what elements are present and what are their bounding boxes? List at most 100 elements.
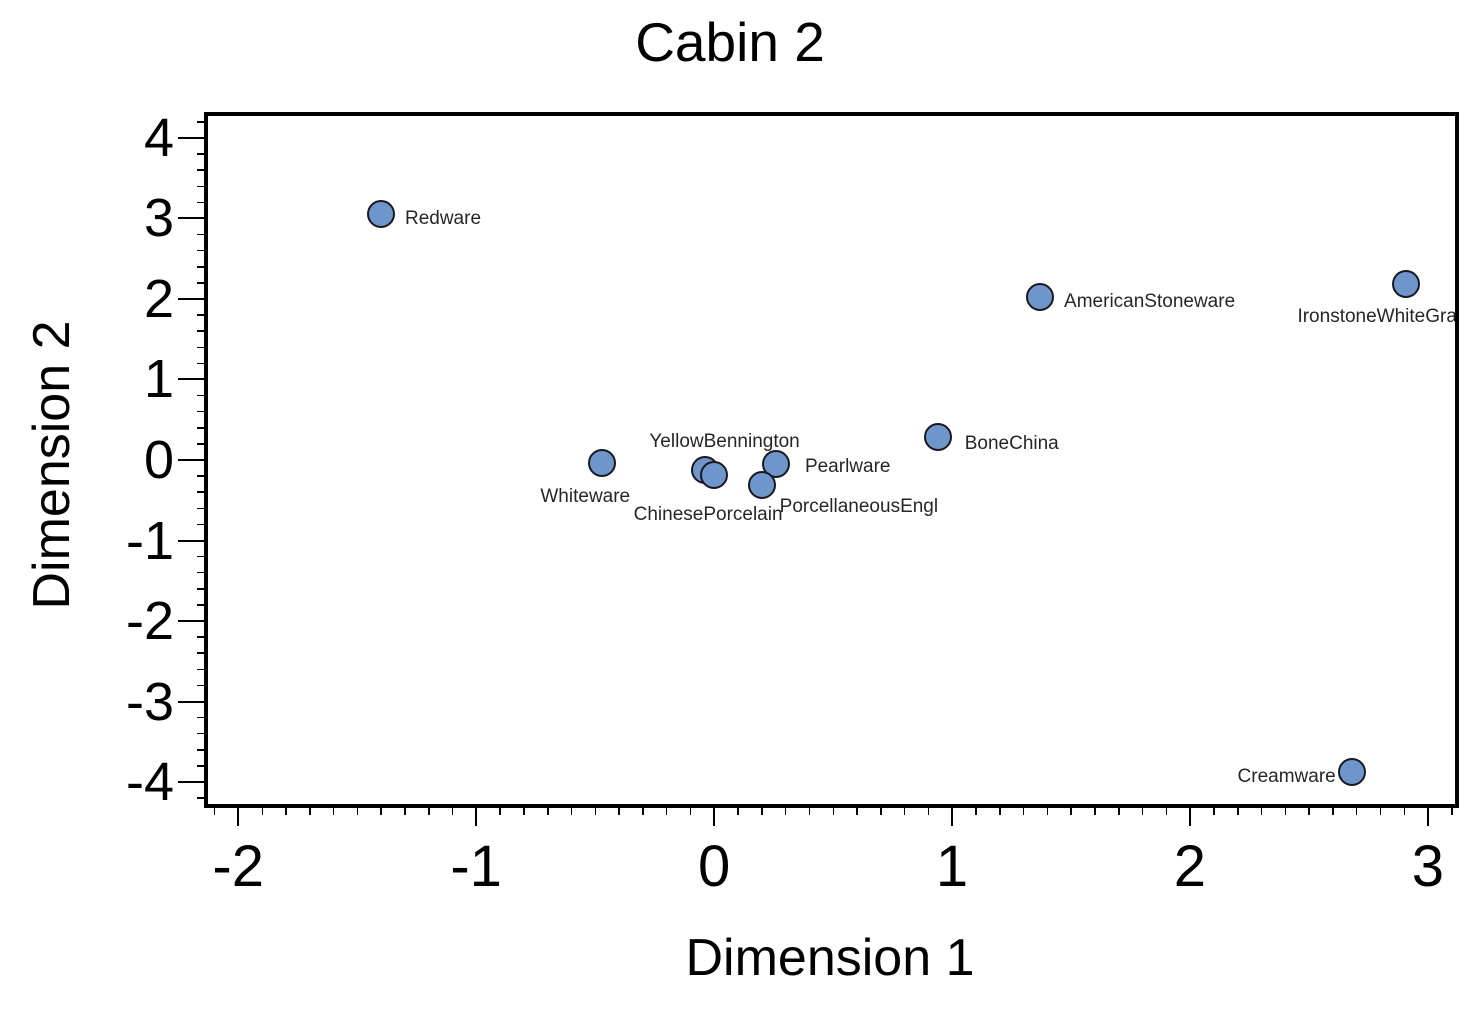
x-minor-tick xyxy=(1237,808,1239,815)
x-minor-tick xyxy=(1332,808,1334,815)
x-major-tick xyxy=(951,808,953,826)
y-minor-tick xyxy=(197,362,204,365)
y-minor-tick xyxy=(197,588,204,590)
x-minor-tick xyxy=(642,808,644,815)
x-major-tick xyxy=(475,808,478,826)
data-point-marker xyxy=(923,423,952,452)
x-minor-tick xyxy=(1213,808,1215,815)
y-minor-tick xyxy=(197,201,204,204)
y-minor-tick xyxy=(197,121,204,123)
x-minor-tick xyxy=(1355,808,1358,815)
y-minor-tick xyxy=(197,314,204,316)
x-minor-tick xyxy=(380,808,382,815)
data-point-marker xyxy=(1392,269,1421,298)
x-minor-tick xyxy=(570,808,573,815)
x-minor-tick xyxy=(1070,808,1072,815)
x-minor-tick xyxy=(1141,808,1144,815)
y-minor-tick xyxy=(197,249,204,252)
x-minor-tick xyxy=(975,808,977,815)
y-minor-tick xyxy=(197,604,204,606)
x-minor-tick xyxy=(594,808,597,815)
y-major-tick xyxy=(178,539,204,542)
x-minor-tick xyxy=(1403,808,1406,815)
y-minor-tick xyxy=(197,668,204,671)
x-tick-label: -1 xyxy=(450,834,502,899)
x-major-tick xyxy=(1426,808,1429,826)
data-point-marker xyxy=(366,200,395,229)
x-minor-tick xyxy=(1165,808,1168,815)
x-minor-tick xyxy=(903,808,906,815)
x-minor-tick xyxy=(356,808,359,815)
y-minor-tick xyxy=(197,652,204,654)
x-minor-tick xyxy=(1260,808,1263,815)
y-minor-tick xyxy=(197,346,204,349)
x-minor-tick xyxy=(404,808,406,815)
y-tick-label: -1 xyxy=(125,510,174,571)
x-minor-tick xyxy=(1308,808,1310,815)
x-minor-tick xyxy=(1284,808,1287,815)
data-point-marker xyxy=(588,449,617,478)
y-tick-label: -2 xyxy=(125,591,174,651)
y-minor-tick xyxy=(197,282,204,284)
y-minor-tick xyxy=(197,732,204,735)
x-major-tick xyxy=(1188,808,1191,826)
x-tick-label: 1 xyxy=(935,834,969,899)
data-point-label: PorcellaneousEngl xyxy=(779,495,939,517)
x-minor-tick xyxy=(547,808,549,815)
x-minor-tick xyxy=(808,808,811,815)
x-minor-tick xyxy=(832,808,835,815)
data-point-label: Creamware xyxy=(1237,766,1336,788)
x-minor-tick xyxy=(499,808,501,815)
x-minor-tick xyxy=(1022,808,1025,815)
x-minor-tick xyxy=(999,808,1001,815)
data-point-label: Pearlware xyxy=(804,456,891,478)
data-point-label: YellowBennington xyxy=(649,430,800,452)
x-minor-tick xyxy=(1379,808,1382,815)
x-minor-tick xyxy=(309,808,311,815)
y-tick-label: 4 xyxy=(143,107,174,168)
x-minor-tick xyxy=(1046,808,1049,815)
x-minor-tick xyxy=(618,808,620,815)
y-minor-tick xyxy=(197,330,204,332)
chart-title: Cabin 2 xyxy=(635,11,825,73)
y-minor-tick xyxy=(197,797,204,799)
x-minor-tick xyxy=(784,808,787,815)
x-minor-tick xyxy=(927,808,930,815)
y-minor-tick xyxy=(197,765,204,767)
data-point-label: AmericanStoneware xyxy=(1064,291,1236,313)
x-minor-tick xyxy=(761,808,763,815)
x-tick-label: 2 xyxy=(1173,834,1207,899)
y-major-tick xyxy=(178,378,204,381)
y-minor-tick xyxy=(197,491,204,493)
x-minor-tick xyxy=(451,808,454,815)
y-minor-tick xyxy=(197,394,204,397)
data-point-label: BoneChina xyxy=(964,433,1059,455)
y-minor-tick xyxy=(197,475,204,477)
x-major-tick xyxy=(237,808,240,826)
y-minor-tick xyxy=(197,555,204,558)
x-minor-tick xyxy=(737,808,739,815)
x-minor-tick xyxy=(689,808,692,815)
x-minor-tick xyxy=(213,808,216,815)
x-minor-tick xyxy=(665,808,668,815)
y-minor-tick xyxy=(197,507,204,510)
data-point-label: Whiteware xyxy=(540,486,631,508)
y-tick-label: 3 xyxy=(143,188,174,249)
x-minor-tick xyxy=(523,808,525,815)
y-major-tick xyxy=(178,700,204,703)
data-points-layer: Redware Whiteware YellowBennington ChineseP… xyxy=(208,116,1455,804)
x-tick-label: 3 xyxy=(1411,834,1445,899)
y-major-tick xyxy=(178,217,204,220)
data-point-label: ChinesePorcelain xyxy=(633,504,783,526)
y-major-tick xyxy=(178,781,204,784)
data-point-label: IronstoneWhiteGra xyxy=(1297,305,1455,327)
x-minor-tick xyxy=(261,808,263,815)
y-minor-tick xyxy=(197,571,204,574)
x-minor-tick xyxy=(856,808,858,815)
y-minor-tick xyxy=(197,716,204,719)
data-point-marker xyxy=(1337,758,1366,787)
y-minor-tick xyxy=(197,410,204,413)
data-point-marker xyxy=(747,470,776,499)
y-tick-label: -3 xyxy=(125,671,174,732)
